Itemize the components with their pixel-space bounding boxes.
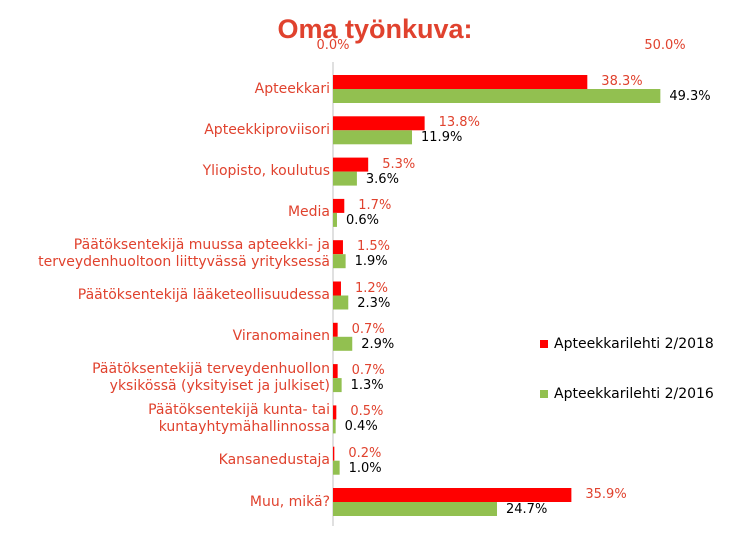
category-label-line: Yliopisto, koulutus [202,163,330,180]
category-label-line: Päätöksentekijä terveydenhuollon [92,361,330,378]
category-label-line: Media [287,204,330,221]
legend-label-2018: Apteekkarilehti 2/2018 [554,336,714,352]
data-label-2016: 1.0% [348,460,382,476]
data-label-2018: 5.3% [382,156,416,172]
data-label-2016: 49.3% [669,89,711,104]
data-label-2018: 0.7% [351,363,385,379]
data-label-2016: 24.7% [506,502,548,517]
bar-2016 [333,89,661,103]
category-label-line: yksikössä (yksityiset ja julkiset) [109,378,330,395]
bar-2018 [333,157,369,172]
data-label-2018: 1.2% [354,280,388,296]
category-label: Päätöksentekijä muussa apteekki- ja terve… [0,237,330,271]
category-label: Viranomainen [0,328,330,345]
x-tick-label: 50.0% [644,38,686,53]
data-label-2018: 38.3% [601,74,643,89]
legend-label-2016: Apteekkarilehti 2/2016 [554,386,714,402]
bar-2018 [333,322,338,337]
category-label: Muu, mikä? [0,494,330,511]
x-tick-label: 0.0% [316,38,350,53]
bar-2018 [333,281,341,296]
category-label-line: terveydenhuoltoon liittyvässä yrityksess… [38,254,330,271]
category-label-line: Päätöksentekijä muussa apteekki- ja [73,237,330,254]
category-label: Apteekkiproviisori [0,122,330,139]
bar-2018 [333,488,572,502]
data-label-2018: 1.7% [358,197,392,213]
data-label-2018: 13.8% [438,115,480,131]
legend-swatch-2018 [540,340,548,348]
bar-2016 [333,295,349,310]
category-label: Päätöksentekijä lääketeollisuudessa [0,287,330,304]
legend-item-2016: Apteekkarilehti 2/2016 [540,386,714,402]
bar-2016 [333,212,337,227]
category-label: Päätöksentekijä terveydenhuollon yksiköss… [0,361,330,395]
data-label-2018: 0.7% [351,321,385,337]
bar-2018 [333,446,335,461]
data-label-2018: 0.5% [350,404,384,420]
data-label-2016: 1.3% [350,378,384,394]
data-label-2016: 2.3% [357,295,391,311]
bar-2016 [333,460,340,475]
chart-title: Oma työnkuva: [277,14,473,44]
data-label-2016: 0.6% [345,212,379,228]
bar-2018 [333,116,425,131]
bar-2016 [333,336,353,351]
bar-2016 [333,378,342,393]
category-label-line: Apteekkari [254,80,330,97]
category-label-line: Kansanedustaja [218,452,330,469]
bar-2016 [333,254,346,269]
data-label-2018: 0.2% [348,445,382,461]
category-label-line: Apteekkiproviisori [204,121,330,138]
category-label: Yliopisto, koulutus [0,163,330,180]
data-label-2018: 35.9% [585,487,627,502]
legend-item-2018: Apteekkarilehti 2/2018 [540,336,714,352]
category-label: Päätöksentekijä kunta- tai kuntayhtymähal… [0,402,330,436]
bar-2016 [333,419,336,434]
category-label-line: kuntayhtymähallinnossa [158,419,330,436]
bar-2018 [333,240,343,255]
bar-2016 [333,171,357,186]
data-label-2016: 0.4% [344,419,378,435]
category-label-line: Viranomainen [232,328,330,345]
category-label-line: Päätöksentekijä lääketeollisuudessa [77,287,330,303]
data-label-2016: 1.9% [354,254,388,270]
legend-swatch-2016 [540,390,548,398]
bar-2016 [333,502,498,516]
data-label-2016: 3.6% [365,171,399,187]
data-label-2016: 2.9% [361,336,395,352]
bar-2018 [333,75,588,89]
category-label: Media [0,204,330,221]
category-label-line: Päätöksentekijä kunta- tai [148,402,330,419]
data-label-2018: 1.5% [356,239,390,255]
category-label-line: Muu, mikä? [249,493,330,510]
category-label: Apteekkari [0,81,330,98]
bar-2018 [333,405,337,420]
bar-2018 [333,364,338,379]
category-label: Kansanedustaja [0,452,330,469]
data-label-2016: 11.9% [421,130,463,146]
bar-2018 [333,198,345,213]
bar-2016 [333,130,413,145]
